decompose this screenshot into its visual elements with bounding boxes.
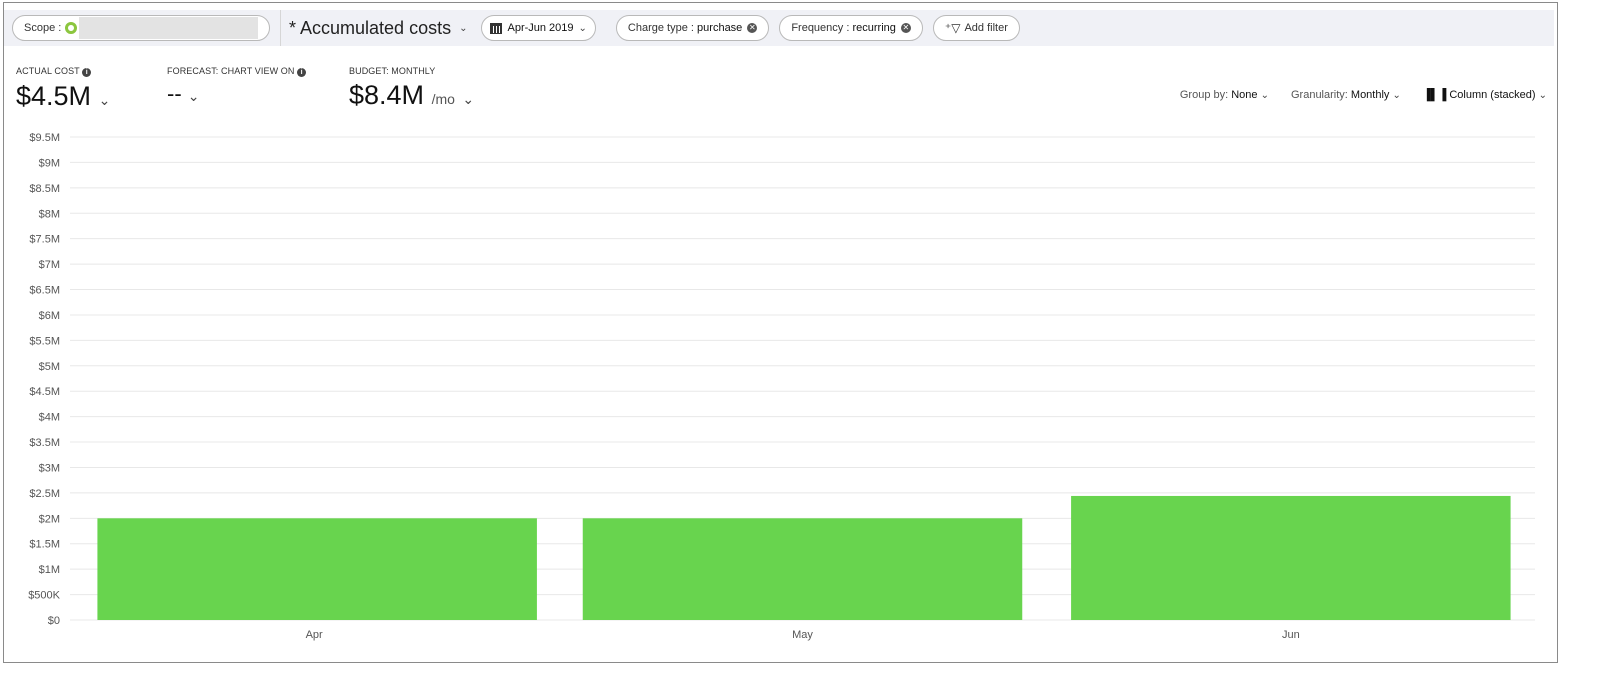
calendar-icon (490, 22, 503, 34)
y-tick-label: $7.5M (29, 234, 60, 246)
group-by-value: None (1231, 89, 1258, 101)
view-title: * Accumulated costs (289, 17, 452, 38)
filter-value: recurring (852, 22, 896, 34)
y-tick-label: $9.5M (29, 132, 60, 144)
chevron-down-icon: ⌄ (1538, 90, 1547, 101)
y-tick-label: $6M (39, 310, 60, 322)
info-icon[interactable]: i (82, 68, 92, 77)
y-tick-label: $8.5M (29, 183, 60, 195)
kpi-budget[interactable]: BUDGET: MONTHLY $8.4M /mo ⌄ (349, 66, 474, 111)
chevron-down-icon: ⌄ (1392, 90, 1401, 101)
remove-filter-icon[interactable]: ✕ (747, 23, 758, 33)
bar-apr[interactable] (97, 518, 537, 620)
chart-controls: Group by: None ⌄ Granularity: Monthly ⌄ … (1180, 89, 1547, 101)
y-tick-label: $0 (48, 615, 60, 627)
divider (280, 10, 281, 46)
view-selector[interactable]: * Accumulated costs ⌄ (289, 18, 467, 39)
y-tick-label: $500K (28, 590, 60, 602)
y-tick-label: $6.5M (29, 285, 60, 297)
x-tick-label: Apr (306, 629, 323, 641)
filter-pill-charge-type[interactable]: Charge type : purchase ✕ (615, 15, 770, 41)
info-icon[interactable]: i (297, 68, 307, 77)
date-range-picker[interactable]: Apr-Jun 2019 ⌄ (481, 15, 596, 41)
toolbar: Scope : * Accumulated costs ⌄ Apr-Jun 20… (4, 10, 1554, 46)
y-tick-label: $5.5M (29, 335, 60, 347)
y-tick-label: $8M (39, 208, 60, 220)
y-tick-label: $9M (39, 157, 60, 169)
chevron-down-icon: ⌄ (187, 88, 200, 104)
chart-type-dropdown[interactable]: ▐▌▐ Column (stacked) ⌄ (1423, 89, 1547, 101)
kpi-label: ACTUAL COST (16, 66, 80, 76)
add-filter-label: Add filter (964, 22, 1008, 34)
bar-jun[interactable] (1071, 495, 1511, 620)
filter-sep: : (846, 22, 850, 34)
bar-may[interactable] (582, 518, 1023, 620)
x-tick-label: Jun (1282, 629, 1300, 641)
chevron-down-icon: ⌄ (462, 91, 475, 107)
add-filter-button[interactable]: ⁺▽ Add filter (932, 15, 1020, 41)
y-tick-label: $3.5M (29, 437, 60, 449)
chart-type-value: Column (stacked) (1449, 89, 1536, 101)
scope-redacted (78, 17, 258, 39)
granularity-value: Monthly (1350, 89, 1390, 101)
y-tick-label: $2M (39, 513, 60, 525)
kpi-value: $4.5M (16, 81, 92, 111)
column-chart-icon: ▐▌▐ (1422, 89, 1447, 101)
chevron-down-icon: ⌄ (98, 92, 111, 108)
granularity-label: Granularity: (1290, 89, 1348, 101)
y-tick-label: $1.5M (29, 539, 60, 551)
kpi-unit: /mo (431, 91, 455, 107)
y-tick-label: $1M (39, 564, 60, 576)
granularity-dropdown[interactable]: Granularity: Monthly ⌄ (1291, 89, 1401, 101)
filter-key: Charge type (627, 22, 688, 34)
scope-picker[interactable]: Scope : (12, 15, 270, 41)
y-tick-label: $4M (39, 412, 60, 424)
y-tick-label: $5M (39, 361, 60, 373)
filter-sep: : (690, 22, 694, 34)
y-tick-label: $3M (39, 462, 60, 474)
kpi-forecast[interactable]: FORECAST: CHART VIEW ON i -- ⌄ (167, 66, 307, 107)
chevron-down-icon: ⌄ (578, 22, 587, 34)
x-tick-label: May (792, 629, 813, 641)
chevron-down-icon: ⌄ (1260, 90, 1269, 101)
kpi-value: $8.4M (349, 80, 425, 110)
scope-label: Scope : (24, 22, 62, 34)
scope-icon (65, 22, 77, 34)
kpi-label: BUDGET: MONTHLY (349, 66, 436, 76)
y-tick-label: $7M (39, 259, 60, 271)
y-tick-label: $2.5M (29, 488, 60, 500)
date-range: Apr-Jun 2019 (507, 22, 574, 34)
chevron-down-icon: ⌄ (459, 22, 468, 34)
kpi-label: FORECAST: CHART VIEW ON (167, 66, 295, 76)
filter-pill-frequency[interactable]: Frequency : recurring ✕ (779, 15, 923, 41)
kpi-actual-cost[interactable]: ACTUAL COST i $4.5M ⌄ (16, 66, 110, 112)
group-by-label: Group by: (1179, 89, 1229, 101)
add-filter-icon: ⁺▽ (944, 21, 961, 35)
filter-key: Frequency (791, 22, 844, 34)
group-by-dropdown[interactable]: Group by: None ⌄ (1180, 89, 1269, 101)
y-tick-label: $4.5M (29, 386, 60, 398)
filter-value: purchase (697, 22, 743, 34)
remove-filter-icon[interactable]: ✕ (900, 23, 911, 33)
kpi-value: -- (167, 81, 182, 106)
